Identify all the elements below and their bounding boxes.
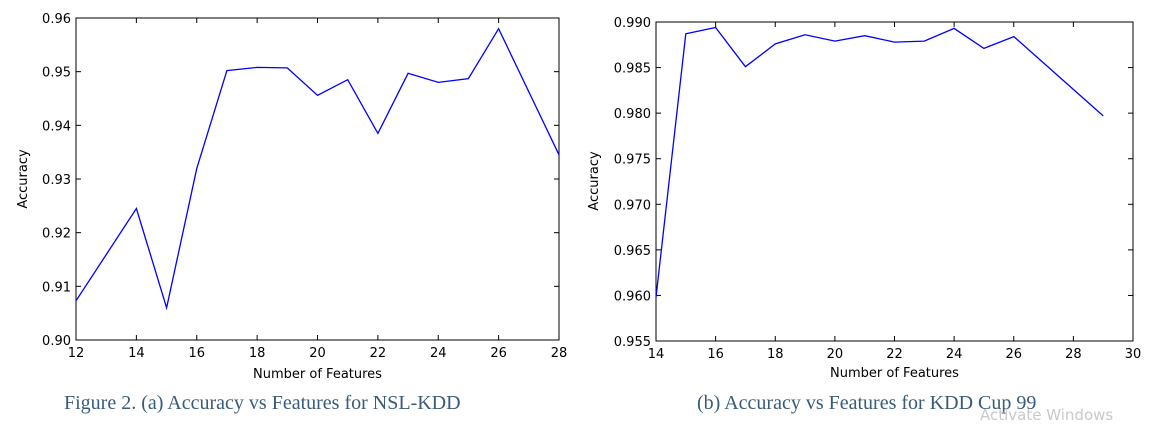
- y-tick-label: 0.91: [42, 280, 71, 295]
- x-tick-label: 12: [68, 346, 85, 361]
- x-tick-label: 30: [1125, 347, 1142, 362]
- x-tick-label: 26: [1005, 347, 1022, 362]
- y-axis-label: Accuracy: [587, 151, 602, 211]
- y-tick-label: 0.90: [42, 334, 71, 349]
- x-tick-label: 18: [767, 347, 784, 362]
- y-tick-label: 0.96: [42, 12, 71, 27]
- x-tick-label: 14: [648, 347, 665, 362]
- y-tick-label: 0.955: [614, 335, 651, 350]
- plot-frame: [655, 21, 1134, 342]
- x-tick-label: 20: [827, 347, 844, 362]
- x-tick-label: 14: [128, 346, 145, 361]
- x-tick-label: 24: [946, 347, 963, 362]
- y-tick-label: 0.92: [42, 227, 71, 242]
- x-tick-label: 24: [430, 346, 447, 361]
- x-tick-label: 16: [707, 347, 724, 362]
- chart-kdd-cup-99: 14 16 18 20 22 24 26 28 30 0.955 0.960 0.965 0.970 0.…: [587, 16, 1141, 381]
- x-tick-label: 16: [188, 346, 205, 361]
- y-tick-label: 0.95: [42, 66, 71, 81]
- y-tick-label: 0.93: [42, 173, 71, 188]
- y-tick-label: 0.990: [614, 16, 651, 31]
- chart-nsl-kdd: 12 14 16 18 20 22 24 26 28 0.90 0.91 0.92 0.93 0.94 0.…: [16, 12, 567, 382]
- x-tick-label: 22: [886, 347, 903, 362]
- x-axis-label: Number of Features: [830, 366, 959, 381]
- x-tick-label: 28: [1065, 347, 1082, 362]
- x-axis-label: Number of Features: [253, 367, 382, 382]
- y-tick-label: 0.965: [614, 244, 651, 259]
- y-tick-label: 0.960: [614, 289, 651, 304]
- y-tick-label: 0.985: [614, 62, 651, 77]
- x-tick-label: 18: [249, 346, 266, 361]
- caption-b: (b) Accuracy vs Features for KDD Cup 99: [697, 392, 1037, 414]
- watermark-text: Activate Windows: [980, 406, 1114, 424]
- figure: 12 14 16 18 20 22 24 26 28 0.90 0.91 0.92 0.93 0.94 0.…: [16, 12, 1141, 382]
- y-axis-label: Accuracy: [16, 149, 31, 209]
- plot-frame: [75, 17, 560, 341]
- series-line: [76, 27, 559, 311]
- x-tick-label: 28: [551, 346, 568, 361]
- y-tick-label: 0.94: [42, 119, 71, 134]
- x-tick-label: 20: [309, 346, 326, 361]
- series-line: [656, 26, 1104, 298]
- y-tick-label: 0.980: [614, 107, 651, 122]
- x-tick-label: 26: [490, 346, 507, 361]
- y-tick-label: 0.970: [614, 198, 651, 213]
- caption-a: Figure 2. (a) Accuracy vs Features for N…: [64, 392, 461, 414]
- x-tick-label: 22: [370, 346, 387, 361]
- y-tick-label: 0.975: [614, 153, 651, 168]
